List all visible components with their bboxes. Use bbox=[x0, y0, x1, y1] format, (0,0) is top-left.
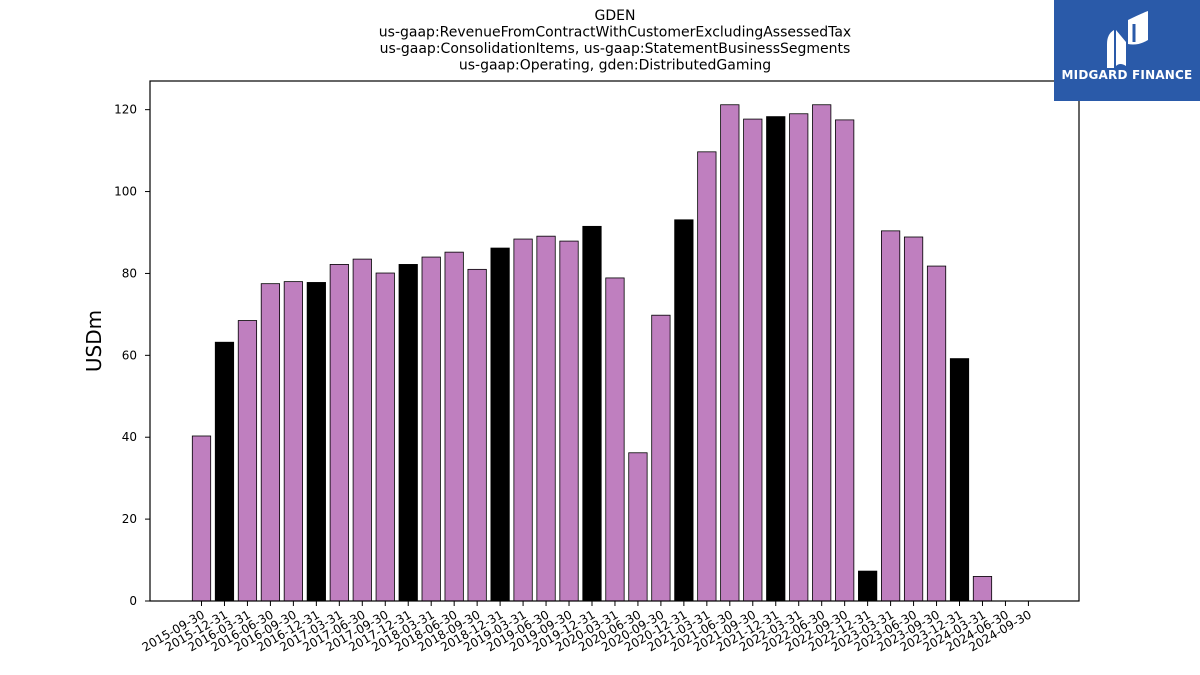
bar-2022-12-31 bbox=[858, 570, 878, 602]
bar-2022-03-31 bbox=[789, 113, 809, 602]
bar-2017-12-31 bbox=[398, 264, 418, 602]
y-axis-label: USDm bbox=[82, 310, 106, 372]
plot-frame bbox=[149, 80, 1080, 602]
bar-2016-06-30 bbox=[260, 283, 281, 602]
bar-2020-12-31 bbox=[674, 219, 694, 602]
bar-2021-03-31 bbox=[697, 151, 717, 602]
bar-2022-06-30 bbox=[812, 104, 832, 602]
bar-2015-12-31 bbox=[214, 341, 235, 602]
bar-2018-12-31 bbox=[490, 247, 510, 602]
bar-2018-06-30 bbox=[444, 251, 464, 602]
title-line-1: GDEN bbox=[595, 8, 636, 24]
bar-2017-06-30 bbox=[352, 258, 372, 602]
bar-2020-09-30 bbox=[651, 314, 671, 602]
bar-2023-12-31 bbox=[949, 358, 970, 602]
y-tick-label: 0 bbox=[129, 594, 137, 608]
y-tick-label: 60 bbox=[122, 348, 137, 362]
y-tick-label: 80 bbox=[122, 266, 137, 280]
bar-2023-06-30 bbox=[903, 236, 924, 602]
bar-2015-09-30 bbox=[191, 435, 212, 602]
bar-2020-03-31 bbox=[605, 277, 625, 602]
y-tick-label: 100 bbox=[114, 185, 137, 199]
y-tick-label: 120 bbox=[114, 103, 137, 117]
bar-2017-09-30 bbox=[375, 272, 395, 602]
bar-2016-03-31 bbox=[237, 320, 258, 602]
x-axis: 2015-09-302015-12-312016-03-312016-06-30… bbox=[140, 601, 1034, 654]
bar-2017-03-31 bbox=[329, 264, 349, 602]
bar-2016-09-30 bbox=[283, 281, 303, 602]
bars-group bbox=[191, 104, 993, 602]
bar-2021-09-30 bbox=[743, 118, 763, 602]
midgard-finance-logo: MIDGARD FINANCE bbox=[1054, 0, 1200, 101]
y-tick-label: 20 bbox=[122, 512, 137, 526]
y-axis: 0 20 40 60 80 100 120 bbox=[114, 103, 150, 608]
bar-2019-09-30 bbox=[559, 240, 579, 602]
brand-mark-icon bbox=[1107, 11, 1148, 68]
title-line-2: us-gaap:RevenueFromContractWithCustomerE… bbox=[379, 25, 851, 41]
brand-name: MIDGARD FINANCE bbox=[1061, 68, 1193, 82]
title-line-4: us-gaap:Operating, gden:DistributedGamin… bbox=[459, 58, 771, 74]
bar-2021-12-31 bbox=[766, 116, 786, 602]
bar-2023-03-31 bbox=[881, 230, 901, 602]
bar-2019-06-30 bbox=[536, 235, 556, 602]
bar-2019-03-31 bbox=[513, 238, 533, 602]
bar-2021-06-30 bbox=[720, 104, 740, 602]
y-tick-label: 40 bbox=[122, 430, 137, 444]
title-line-3: us-gaap:ConsolidationItems, us-gaap:Stat… bbox=[380, 41, 851, 57]
chart-title: GDEN us-gaap:RevenueFromContractWithCust… bbox=[379, 8, 851, 74]
bar-2018-03-31 bbox=[421, 256, 441, 602]
bar-2022-09-30 bbox=[835, 119, 855, 602]
bar-2016-12-31 bbox=[306, 282, 326, 602]
bar-2018-09-30 bbox=[467, 268, 487, 602]
bar-2020-06-30 bbox=[628, 452, 648, 602]
bar-2023-09-30 bbox=[926, 265, 947, 602]
bar-2024-03-31 bbox=[972, 576, 993, 602]
bar-2019-12-31 bbox=[582, 225, 602, 602]
